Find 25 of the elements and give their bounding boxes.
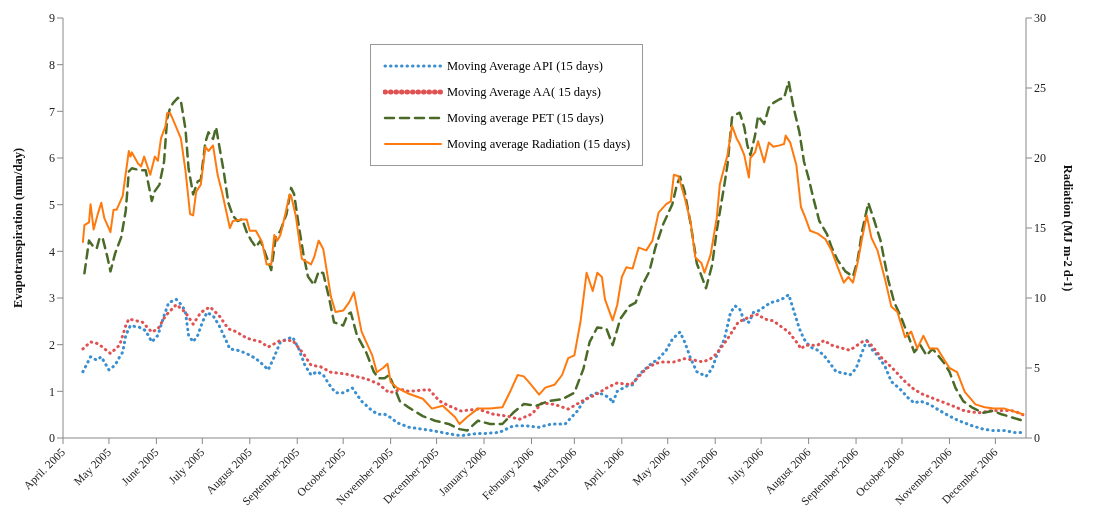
y-tick-label: 4 [49, 244, 55, 259]
y-tick-label: 7 [49, 104, 55, 119]
y-tick-label: 9 [49, 11, 55, 26]
legend-label: Moving Average API (15 days) [447, 58, 603, 74]
y-axis-title: Evapotranspiration (mm/day) [11, 147, 26, 309]
y-tick-label: 8 [49, 57, 55, 72]
y2-tick-label: 5 [1034, 361, 1040, 376]
y2-tick-label: 20 [1034, 151, 1046, 166]
legend-label: Moving average Radiation (15 days) [447, 136, 631, 152]
y2-tick-label: 30 [1034, 11, 1046, 26]
y-tick-label: 1 [49, 384, 55, 399]
y2-axis-title: Radiation (MJ m-2 d-1) [1060, 164, 1075, 292]
line-series [81, 303, 1025, 421]
y-tick-label: 2 [49, 337, 55, 352]
y2-tick-label: 25 [1034, 81, 1046, 96]
y-tick-label: 3 [49, 291, 55, 306]
line-series [81, 293, 1025, 438]
y-tick-label: 5 [49, 197, 55, 212]
y-tick-label: 6 [49, 151, 55, 166]
legend-label: Moving average PET (15 days) [447, 110, 604, 126]
y2-tick-label: 0 [1034, 431, 1040, 446]
y-tick-label: 0 [49, 431, 55, 446]
y2-tick-label: 15 [1034, 221, 1046, 236]
y2-tick-label: 10 [1034, 291, 1046, 306]
legend-label: Moving Average AA( 15 days) [447, 84, 601, 100]
